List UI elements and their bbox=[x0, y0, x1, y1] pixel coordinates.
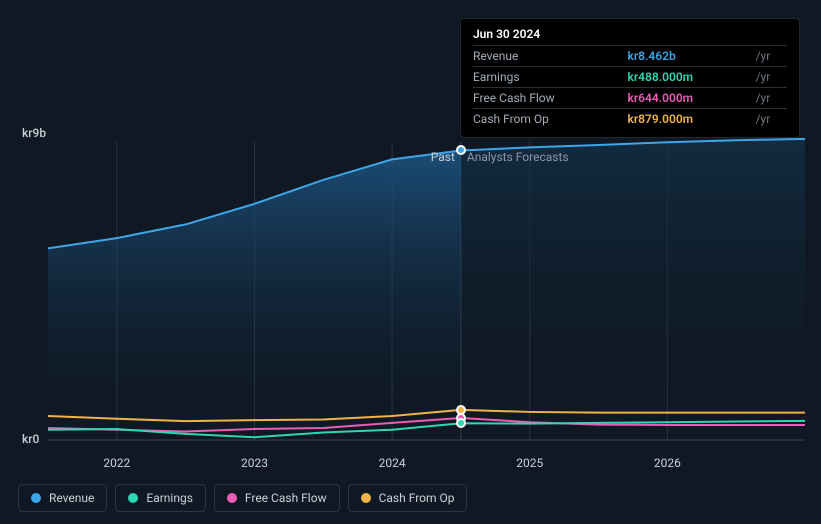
series-marker bbox=[456, 418, 466, 428]
tooltip-row: Revenuekr8.462b/yr bbox=[473, 46, 787, 67]
legend-label: Cash From Op bbox=[379, 491, 455, 505]
tooltip-row-label: Earnings bbox=[473, 67, 627, 88]
legend-item-cash-from-op[interactable]: Cash From Op bbox=[348, 484, 468, 512]
legend-item-revenue[interactable]: Revenue bbox=[18, 484, 107, 512]
x-axis-tick-label: 2025 bbox=[516, 456, 543, 470]
tooltip-row-unit: /yr bbox=[752, 67, 787, 88]
financial-chart: kr9b kr0 20222023202420252026 Past Analy… bbox=[0, 0, 821, 524]
chart-tooltip: Jun 30 2024 Revenuekr8.462b/yrEarningskr… bbox=[460, 18, 800, 138]
tooltip-row-value: kr879.000m bbox=[627, 109, 751, 130]
y-axis-label-top: kr9b bbox=[22, 126, 46, 140]
tooltip-rows: Revenuekr8.462b/yrEarningskr488.000m/yrF… bbox=[473, 46, 787, 130]
tooltip-row-unit: /yr bbox=[752, 88, 787, 109]
tooltip-row: Earningskr488.000m/yr bbox=[473, 67, 787, 88]
x-axis-tick-label: 2024 bbox=[379, 456, 406, 470]
tooltip-row-unit: /yr bbox=[752, 109, 787, 130]
tooltip-title: Jun 30 2024 bbox=[473, 27, 787, 41]
tooltip-row-value: kr488.000m bbox=[627, 67, 751, 88]
legend-swatch bbox=[31, 493, 41, 503]
tooltip-row-label: Free Cash Flow bbox=[473, 88, 627, 109]
legend-label: Revenue bbox=[49, 491, 94, 505]
tooltip-row-label: Revenue bbox=[473, 46, 627, 67]
x-axis-tick-label: 2023 bbox=[241, 456, 268, 470]
legend-swatch bbox=[128, 493, 138, 503]
legend-label: Free Cash Flow bbox=[245, 491, 327, 505]
x-axis-tick-label: 2022 bbox=[103, 456, 130, 470]
legend-item-free-cash-flow[interactable]: Free Cash Flow bbox=[214, 484, 340, 512]
legend-label: Earnings bbox=[146, 491, 193, 505]
legend-item-earnings[interactable]: Earnings bbox=[115, 484, 206, 512]
tooltip-row-unit: /yr bbox=[752, 46, 787, 67]
tooltip-row: Cash From Opkr879.000m/yr bbox=[473, 109, 787, 130]
x-axis-tick-label: 2026 bbox=[654, 456, 681, 470]
chart-legend: Revenue Earnings Free Cash Flow Cash From O… bbox=[18, 484, 467, 512]
tooltip-row-label: Cash From Op bbox=[473, 109, 627, 130]
y-axis-label-bottom: kr0 bbox=[22, 432, 39, 446]
legend-swatch bbox=[227, 493, 237, 503]
divider-label-forecast: Analysts Forecasts bbox=[461, 150, 569, 164]
legend-swatch bbox=[361, 493, 371, 503]
series-marker bbox=[456, 145, 466, 155]
tooltip-row: Free Cash Flowkr644.000m/yr bbox=[473, 88, 787, 109]
tooltip-row-value: kr8.462b bbox=[627, 46, 751, 67]
tooltip-row-value: kr644.000m bbox=[627, 88, 751, 109]
